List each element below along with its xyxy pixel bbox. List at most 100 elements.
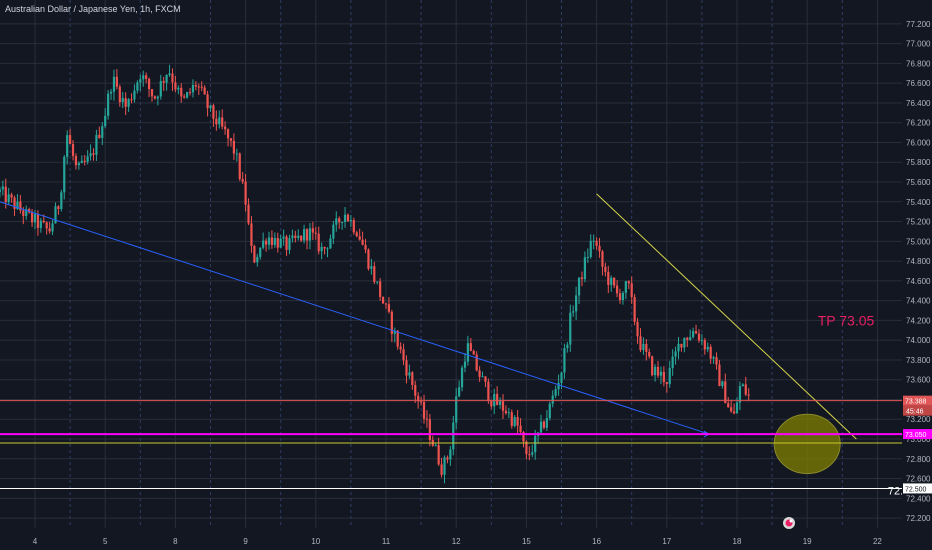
candle-body bbox=[147, 78, 151, 90]
candle-body bbox=[320, 246, 323, 252]
logo-badge-icon[interactable] bbox=[783, 517, 795, 529]
candle-body bbox=[592, 240, 595, 242]
candle-body bbox=[33, 214, 37, 223]
candle-body bbox=[522, 431, 525, 442]
y-tick-label: 74.400 bbox=[906, 297, 931, 306]
candle-body bbox=[613, 277, 616, 286]
x-tick-label: 19 bbox=[803, 537, 812, 546]
candle-body bbox=[414, 384, 417, 396]
candle-body bbox=[314, 232, 317, 234]
candle-body bbox=[241, 179, 244, 182]
y-tick-label: 75.600 bbox=[906, 178, 931, 187]
candle-body bbox=[624, 281, 627, 293]
candle-body bbox=[276, 238, 279, 248]
time-axis[interactable]: 4 5 8 9 10 11 12 15 16 17 18 19 22 bbox=[33, 537, 883, 546]
candle-body bbox=[633, 297, 636, 322]
x-tick-label: 22 bbox=[873, 537, 882, 546]
candle-body bbox=[311, 228, 314, 233]
y-tick-label: 76.800 bbox=[906, 59, 931, 68]
candle-body bbox=[294, 235, 297, 238]
candle-body bbox=[659, 371, 663, 376]
tp-annotation: TP 73.05 bbox=[818, 312, 875, 328]
candle-body bbox=[712, 357, 715, 359]
candle-body bbox=[472, 350, 475, 355]
candle-body bbox=[399, 346, 402, 350]
candle-body bbox=[732, 411, 736, 414]
y-tick-label: 76.600 bbox=[906, 79, 931, 88]
candle-body bbox=[475, 354, 478, 371]
candle-body bbox=[516, 417, 519, 426]
candle-body bbox=[466, 343, 469, 362]
candle-body bbox=[200, 86, 203, 88]
y-tick-label: 73.000 bbox=[906, 435, 931, 444]
trendline-descending-resistance[interactable] bbox=[596, 193, 857, 440]
candle-body bbox=[63, 156, 66, 193]
candle-body bbox=[455, 396, 458, 423]
price-axis[interactable]: 77.200 77.000 76.800 76.600 76.400 76.200 76.0… bbox=[902, 0, 932, 550]
candle-body bbox=[718, 364, 721, 386]
candle-body bbox=[493, 393, 496, 407]
x-tick-label: 11 bbox=[382, 537, 391, 546]
y-tick-label: 76.200 bbox=[906, 119, 931, 128]
candle-body bbox=[621, 292, 625, 300]
candle-body bbox=[279, 238, 282, 248]
y-tick-label: 74.600 bbox=[906, 277, 931, 286]
candle-body bbox=[346, 214, 350, 222]
candle-body bbox=[66, 135, 69, 157]
candle-body bbox=[145, 75, 148, 79]
candle-body bbox=[680, 343, 683, 348]
candle-body bbox=[370, 266, 373, 269]
candle-body bbox=[54, 206, 57, 224]
candle-body bbox=[69, 135, 72, 144]
candle-body bbox=[741, 384, 744, 387]
candle-body bbox=[627, 281, 630, 284]
candle-body bbox=[19, 201, 22, 211]
candle-body bbox=[71, 143, 75, 156]
candle-body bbox=[115, 76, 118, 87]
candle-body bbox=[481, 376, 484, 378]
candle-body bbox=[417, 395, 420, 402]
candle-body bbox=[656, 366, 660, 376]
candle-body bbox=[300, 235, 303, 241]
candle-body bbox=[519, 425, 522, 432]
candle-body bbox=[209, 105, 212, 109]
candle-body bbox=[349, 220, 352, 222]
candle-body bbox=[7, 194, 10, 203]
candle-body bbox=[379, 281, 382, 298]
candle-body bbox=[191, 84, 195, 93]
price-axis-background bbox=[902, 0, 932, 550]
candle-body bbox=[77, 163, 80, 166]
candle-body bbox=[487, 381, 490, 401]
candle-body bbox=[358, 236, 361, 240]
y-tick-label: 74.000 bbox=[906, 336, 931, 345]
candle-body bbox=[498, 401, 502, 405]
y-tick-label: 77.200 bbox=[906, 20, 931, 29]
candle-body bbox=[662, 371, 665, 383]
candle-body bbox=[355, 232, 358, 237]
candle-body bbox=[595, 240, 598, 246]
candle-body bbox=[422, 402, 426, 419]
x-tick-label: 15 bbox=[522, 537, 531, 546]
candle-body bbox=[186, 92, 189, 98]
x-tick-label: 5 bbox=[103, 537, 108, 546]
candle-body bbox=[630, 283, 633, 298]
candle-body bbox=[411, 372, 414, 385]
candle-body bbox=[730, 407, 733, 412]
candle-body bbox=[218, 117, 221, 125]
candle-body bbox=[735, 402, 739, 414]
candle-body bbox=[153, 96, 157, 99]
candle-body bbox=[715, 357, 718, 365]
trendline-descending-support[interactable] bbox=[0, 201, 710, 435]
candle-body bbox=[317, 233, 320, 252]
candle-body bbox=[589, 240, 592, 257]
candle-body bbox=[256, 256, 259, 263]
candle-body bbox=[507, 412, 510, 414]
candle-body bbox=[168, 73, 171, 75]
candle-body bbox=[139, 79, 142, 83]
candle-body bbox=[13, 197, 16, 209]
candle-body bbox=[30, 212, 34, 223]
candle-body bbox=[232, 140, 235, 154]
candle-body bbox=[136, 82, 139, 91]
candle-body bbox=[425, 418, 429, 420]
candle-body bbox=[727, 403, 730, 408]
